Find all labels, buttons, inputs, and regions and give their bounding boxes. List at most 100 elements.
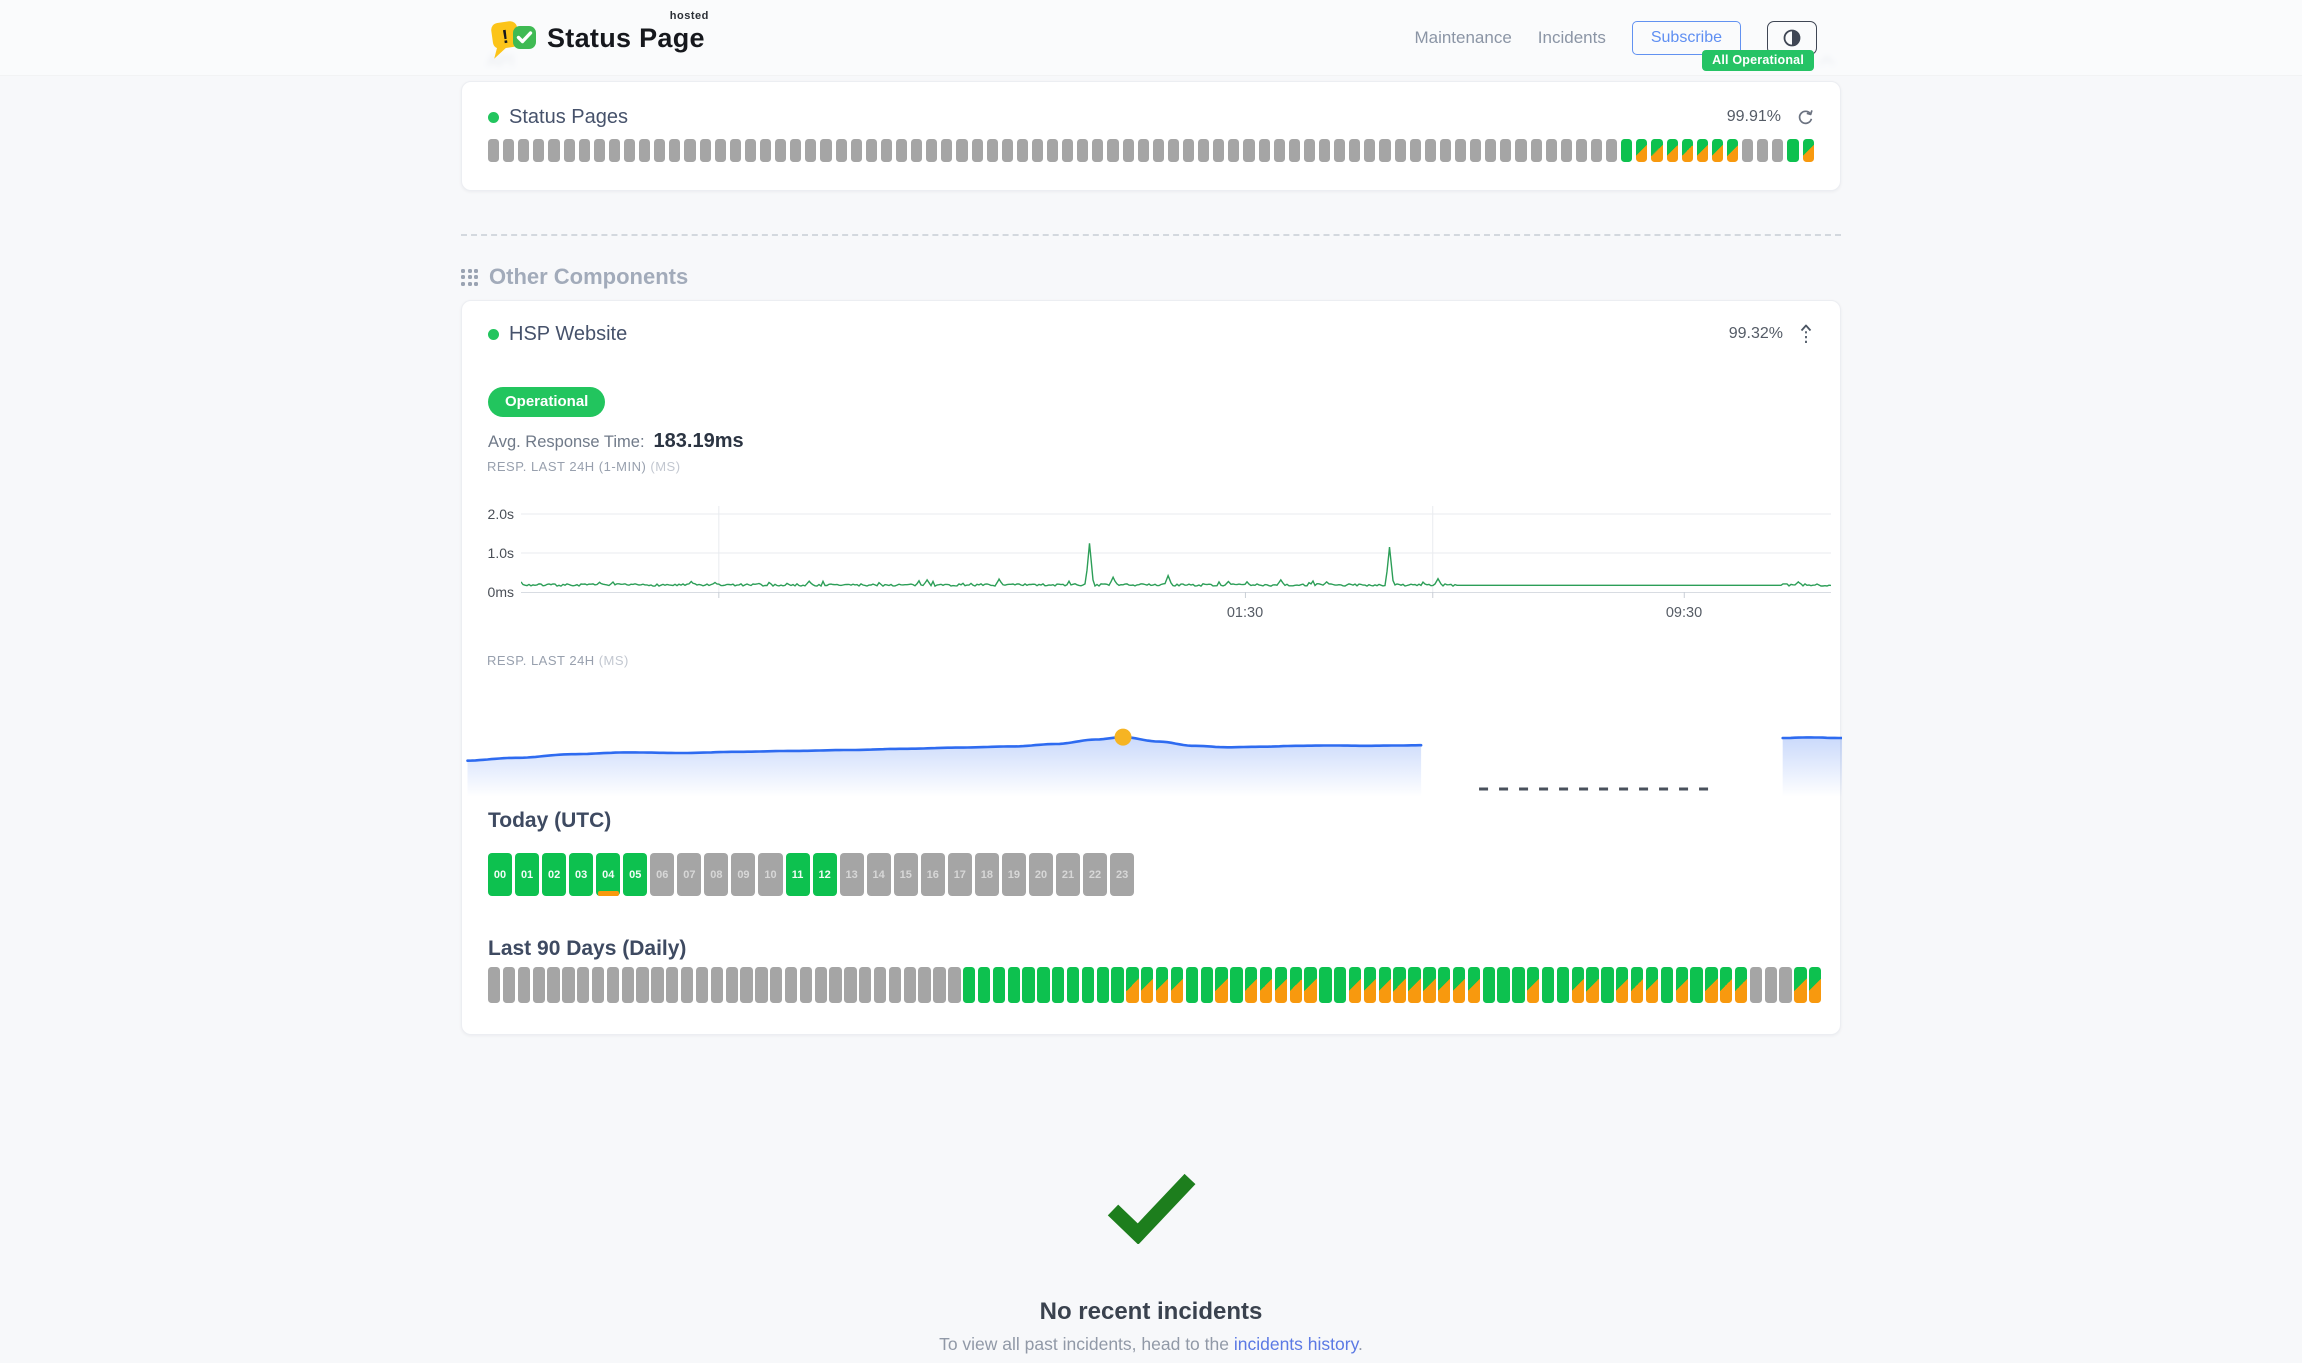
status-block (1245, 967, 1258, 1003)
collapse-arrow-icon[interactable] (1798, 323, 1814, 345)
status-block (790, 139, 802, 162)
brand-superscript: hosted (669, 9, 709, 22)
status-block (636, 967, 649, 1003)
status-block (699, 139, 711, 162)
nav-link-maintenance[interactable]: Maintenance (1414, 28, 1512, 47)
hour-block-12: 12 (812, 853, 837, 896)
refresh-icon[interactable] (1796, 108, 1814, 126)
status-block (1802, 139, 1814, 162)
status-block (1081, 967, 1095, 1003)
status-block (1243, 139, 1255, 162)
status-block (1711, 139, 1723, 162)
status-block (1651, 139, 1663, 162)
status-block (1230, 967, 1243, 1003)
status-block (1423, 967, 1436, 1003)
half-circle-theme-icon (1783, 29, 1801, 47)
status-block (1111, 967, 1124, 1003)
status-block (1571, 967, 1584, 1003)
nav-link-incidents[interactable]: Incidents (1537, 28, 1606, 47)
status-block (1645, 967, 1659, 1003)
status-block (1660, 967, 1673, 1003)
status-block (1485, 139, 1497, 162)
component-card-hsp-website: HSP Website 99.32% Operational Avg. Resp… (461, 300, 1842, 1035)
status-block (1541, 967, 1555, 1003)
status-block (1764, 967, 1777, 1003)
status-block (865, 139, 877, 162)
status-block (1062, 139, 1074, 162)
status-block (1636, 139, 1648, 162)
avg-response-row: Avg. Response Time: 183.19ms (488, 430, 744, 452)
status-block (888, 967, 902, 1003)
top-bar: ! Status Page hosted Maintenance Inciden… (0, 0, 2302, 76)
status-block (1575, 139, 1587, 162)
status-block (1482, 967, 1495, 1003)
status-block (1259, 967, 1273, 1003)
hour-block-14: 14 (866, 853, 891, 896)
status-block (695, 967, 709, 1003)
status-block (1470, 139, 1482, 162)
status-block (744, 139, 756, 162)
hour-block-18: 18 (974, 853, 999, 896)
x-tick: 09:30 (1665, 605, 1703, 621)
hour-block-23: 23 (1110, 853, 1135, 896)
status-block (1379, 139, 1391, 162)
status-block (1289, 967, 1302, 1003)
status-block (1066, 967, 1080, 1003)
status-block (563, 139, 575, 162)
status-block (1274, 967, 1288, 1003)
status-block (1467, 967, 1481, 1003)
status-block (1052, 967, 1065, 1003)
overall-status-badge: All Operational (1702, 50, 1814, 71)
status-block (591, 967, 605, 1003)
uptime-bars (488, 139, 1814, 162)
x-tick: 01:30 (1226, 605, 1264, 621)
status-block (759, 139, 772, 162)
status-block (835, 139, 847, 162)
status-block (799, 967, 813, 1003)
status-block (1122, 139, 1134, 162)
hour-block-22: 22 (1083, 853, 1108, 896)
component-card-status-pages: Status Pages 99.91% (461, 81, 1841, 191)
incidents-history-link[interactable]: incidents history (1233, 1334, 1359, 1354)
status-dot (488, 111, 499, 123)
status-block (1794, 967, 1807, 1003)
grid-icon (461, 268, 478, 286)
response-time-line-chart (521, 506, 1831, 598)
status-block (1304, 967, 1317, 1003)
status-block (1303, 139, 1316, 162)
status-block (850, 139, 862, 162)
status-block (1809, 967, 1822, 1003)
status-block (517, 967, 531, 1003)
status-block (933, 967, 946, 1003)
status-block (1126, 967, 1139, 1003)
status-block (1155, 967, 1169, 1003)
status-block (1258, 139, 1270, 162)
status-block (986, 139, 998, 162)
hour-block-09: 09 (731, 853, 756, 896)
y-tick: 0ms (487, 584, 514, 600)
status-block (1742, 139, 1754, 162)
status-block (621, 967, 634, 1003)
hour-block-06: 06 (650, 853, 675, 896)
status-block (1720, 967, 1733, 1003)
status-block (1348, 967, 1362, 1003)
status-block (1167, 139, 1180, 162)
today-heading: Today (UTC) (488, 809, 612, 832)
status-block (1779, 967, 1792, 1003)
chart-label-1min: RESP. LAST 24H (1-MIN) (MS) (487, 459, 681, 474)
status-block (1001, 139, 1013, 162)
status-block (680, 967, 694, 1003)
brand[interactable]: ! Status Page hosted (487, 10, 708, 61)
status-block (1757, 139, 1769, 162)
status-block (608, 139, 620, 162)
hour-block-03: 03 (569, 853, 594, 896)
status-block (725, 967, 738, 1003)
status-block (1439, 139, 1451, 162)
status-block (918, 967, 931, 1003)
status-block (562, 967, 575, 1003)
status-block (740, 967, 753, 1003)
hour-block-13: 13 (839, 853, 864, 896)
subscribe-button[interactable]: Subscribe (1631, 21, 1741, 55)
status-block (1424, 139, 1436, 162)
